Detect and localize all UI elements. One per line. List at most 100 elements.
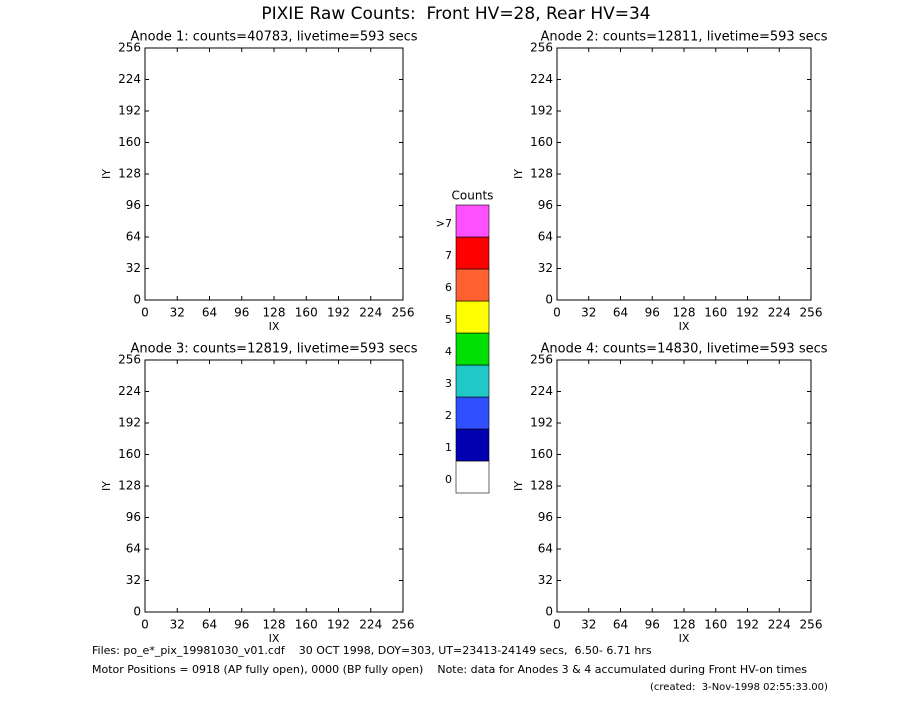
x-axis-label: IX [269, 320, 280, 333]
x-tick-label: 128 [673, 306, 696, 320]
x-axis-label: IX [269, 632, 280, 645]
x-tick-label: 224 [768, 618, 791, 632]
y-axis-label: IY [512, 481, 525, 491]
y-tick-label: 256 [530, 353, 553, 367]
x-tick-label: 0 [553, 306, 561, 320]
colorbar-label: 4 [445, 345, 452, 358]
x-tick-label: 32 [170, 618, 185, 632]
y-tick-label: 0 [133, 293, 141, 307]
color-box [455, 300, 490, 334]
y-tick-label: 224 [530, 72, 553, 86]
x-tick-label: 128 [673, 618, 696, 632]
color-box [455, 268, 490, 302]
color-box [455, 428, 490, 462]
y-tick-label: 256 [118, 353, 141, 367]
colorbar-label: 1 [445, 441, 452, 454]
y-tick-label: 160 [530, 135, 553, 149]
x-tick-label: 192 [736, 618, 759, 632]
y-tick-label: 96 [126, 510, 141, 524]
x-tick-label: 128 [263, 618, 286, 632]
y-axis-label: IY [100, 481, 113, 491]
x-axis-label: IX [679, 632, 690, 645]
y-tick-label: 160 [118, 135, 141, 149]
colorbar-label: 3 [445, 377, 452, 390]
x-tick-label: 224 [768, 306, 791, 320]
y-tick-label: 224 [118, 384, 141, 398]
x-tick-label: 64 [613, 306, 628, 320]
y-tick-label: 160 [530, 447, 553, 461]
colorbar-label: 0 [445, 473, 452, 486]
x-tick-label: 64 [202, 618, 217, 632]
x-tick-label: 96 [645, 306, 660, 320]
color-box [455, 204, 490, 238]
color-box [455, 460, 490, 494]
y-tick-label: 128 [530, 479, 553, 493]
x-tick-label: 256 [392, 306, 415, 320]
y-tick-label: 32 [538, 573, 553, 587]
color-box [455, 236, 490, 270]
colorbar-title: Counts [452, 189, 494, 203]
y-axis-label: IY [100, 169, 113, 179]
colorbar-label: 2 [445, 409, 452, 422]
y-tick-label: 96 [538, 198, 553, 212]
y-axis-label: IY [512, 169, 525, 179]
page-title: PIXIE Raw Counts: Front HV=28, Rear HV=3… [261, 4, 650, 24]
x-tick-label: 0 [141, 306, 149, 320]
x-tick-label: 96 [234, 618, 249, 632]
x-tick-label: 192 [327, 618, 350, 632]
y-tick-label: 0 [133, 605, 141, 619]
x-tick-label: 160 [704, 306, 727, 320]
y-tick-label: 128 [118, 167, 141, 181]
x-tick-label: 96 [234, 306, 249, 320]
x-tick-label: 32 [170, 306, 185, 320]
panel-title: Anode 1: counts=40783, livetime=593 secs [130, 30, 417, 45]
colorbar-label: >7 [436, 217, 452, 230]
y-tick-label: 32 [126, 573, 141, 587]
color-box [455, 364, 490, 398]
x-tick-label: 160 [295, 306, 318, 320]
color-box [455, 332, 490, 366]
x-tick-label: 192 [327, 306, 350, 320]
y-tick-label: 32 [538, 261, 553, 275]
x-axis-label: IX [679, 320, 690, 333]
y-tick-label: 64 [126, 230, 141, 244]
y-tick-label: 224 [530, 384, 553, 398]
y-tick-label: 96 [538, 510, 553, 524]
x-tick-label: 128 [263, 306, 286, 320]
y-tick-label: 32 [126, 261, 141, 275]
x-tick-label: 256 [392, 618, 415, 632]
x-tick-label: 256 [800, 618, 823, 632]
x-tick-label: 32 [581, 618, 596, 632]
y-tick-label: 192 [118, 416, 141, 430]
x-tick-label: 64 [613, 618, 628, 632]
y-tick-label: 64 [126, 542, 141, 556]
colorbar-label: 7 [445, 249, 452, 262]
y-tick-label: 160 [118, 447, 141, 461]
x-tick-label: 32 [581, 306, 596, 320]
footer-created: (created: 3-Nov-1998 02:55:33.00) [650, 682, 828, 693]
color-box [455, 396, 490, 430]
x-tick-label: 96 [645, 618, 660, 632]
x-tick-label: 192 [736, 306, 759, 320]
x-tick-label: 224 [359, 306, 382, 320]
y-tick-label: 192 [530, 416, 553, 430]
y-tick-label: 0 [545, 605, 553, 619]
y-tick-label: 192 [530, 104, 553, 118]
panel-title: Anode 4: counts=14830, livetime=593 secs [540, 342, 827, 357]
y-tick-label: 256 [530, 41, 553, 55]
x-tick-label: 160 [295, 618, 318, 632]
y-tick-label: 64 [538, 230, 553, 244]
y-tick-label: 0 [545, 293, 553, 307]
y-tick-label: 224 [118, 72, 141, 86]
y-tick-label: 64 [538, 542, 553, 556]
x-tick-label: 256 [800, 306, 823, 320]
colorbar-label: 6 [445, 281, 452, 294]
y-tick-label: 128 [530, 167, 553, 181]
x-tick-label: 0 [553, 618, 561, 632]
x-tick-label: 64 [202, 306, 217, 320]
x-tick-label: 224 [359, 618, 382, 632]
panel-title: Anode 2: counts=12811, livetime=593 secs [540, 30, 827, 45]
panel-title: Anode 3: counts=12819, livetime=593 secs [130, 342, 417, 357]
x-tick-label: 0 [141, 618, 149, 632]
